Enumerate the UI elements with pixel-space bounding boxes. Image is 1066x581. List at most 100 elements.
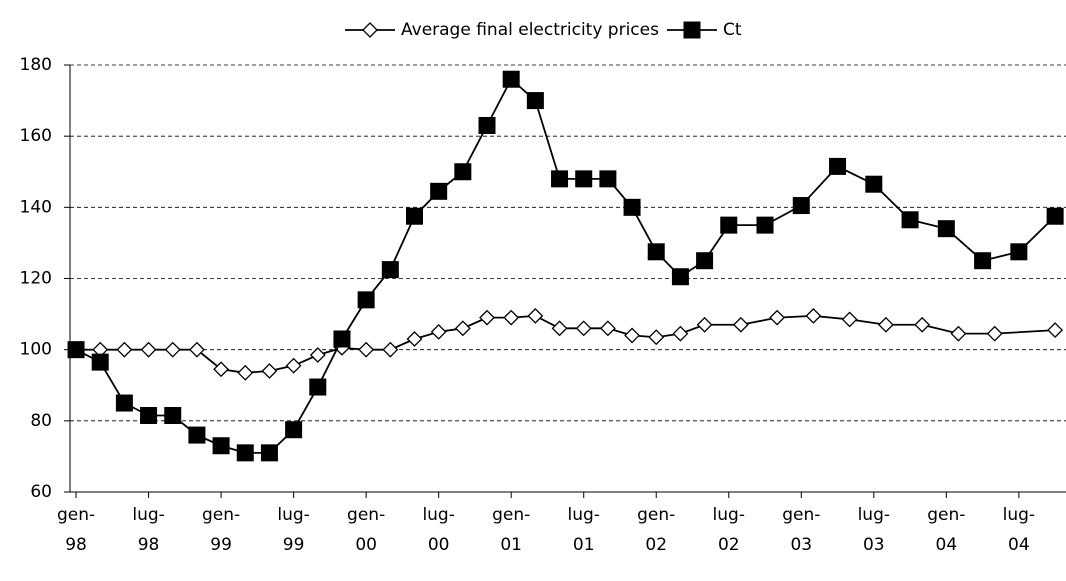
marker (261, 363, 278, 379)
x-tick-label-line: gen- (202, 505, 240, 525)
y-tick-label: 160 (20, 126, 52, 146)
marker (805, 307, 822, 324)
y-tick-label: 60 (30, 482, 52, 502)
x-tick-label-line: 04 (936, 535, 958, 555)
x-tick-label-line: gen- (927, 505, 965, 525)
legend-label: Average final electricity prices (401, 20, 659, 40)
marker (213, 361, 230, 378)
x-tick-label: gen- 03 (782, 505, 820, 555)
x-tick-label: gen- 01 (492, 505, 530, 555)
marker (551, 170, 569, 188)
marker (115, 394, 133, 412)
marker (901, 211, 919, 229)
marker (478, 116, 496, 134)
marker (67, 341, 85, 359)
marker (188, 426, 206, 444)
marker (526, 92, 544, 110)
x-tick-label-line: 02 (645, 535, 667, 555)
x-tick-label: lug- 98 (132, 505, 164, 555)
marker (647, 243, 665, 261)
marker (260, 444, 278, 462)
marker (358, 341, 375, 358)
y-tick-label: 100 (20, 340, 52, 360)
marker (671, 268, 689, 286)
marker (333, 330, 351, 348)
marker (877, 316, 894, 333)
marker (1047, 322, 1064, 339)
x-tick-label-line: 98 (138, 535, 160, 555)
marker (164, 406, 182, 424)
marker (357, 291, 375, 309)
marker (841, 311, 858, 328)
x-tick-label-line: lug- (713, 505, 745, 525)
x-tick-label-line: 98 (65, 535, 87, 555)
x-tick-label: gen- 99 (202, 505, 240, 555)
marker (309, 347, 326, 363)
marker (792, 197, 810, 215)
x-tick-label-line: gen- (347, 505, 385, 525)
marker (1010, 243, 1028, 261)
x-tick-label: lug- 99 (277, 505, 309, 555)
marker (1046, 207, 1064, 225)
legend-marker (362, 22, 378, 38)
marker (575, 170, 593, 188)
marker (140, 341, 157, 358)
y-tick-label: 180 (20, 55, 52, 75)
marker (236, 444, 254, 462)
x-tick-label-line: lug- (1003, 505, 1035, 525)
marker (237, 364, 254, 381)
marker (164, 341, 181, 358)
marker (188, 341, 205, 358)
marker (986, 325, 1003, 342)
marker (502, 70, 520, 88)
marker (527, 307, 544, 324)
x-tick-label-line: lug- (132, 505, 164, 525)
marker (672, 325, 689, 342)
marker (285, 357, 302, 374)
marker (382, 341, 399, 358)
x-tick-label-line: lug- (422, 505, 454, 525)
marker (720, 216, 738, 234)
y-tick-label: 80 (30, 411, 52, 431)
x-tick-label-line: gen- (637, 505, 675, 525)
marker (599, 320, 616, 337)
x-tick-label-line: lug- (277, 505, 309, 525)
marker (732, 316, 749, 333)
marker (503, 309, 520, 326)
x-tick-label-line: 03 (790, 535, 812, 555)
marker (623, 198, 641, 216)
x-tick-label-line: lug- (567, 505, 599, 525)
x-tick-label-line: 02 (718, 535, 740, 555)
marker (599, 170, 617, 188)
marker (974, 252, 992, 270)
marker (769, 309, 786, 326)
x-tick-label-line: gen- (782, 505, 820, 525)
x-tick-label: lug- 00 (422, 505, 454, 555)
x-tick-label: lug- 01 (567, 505, 599, 555)
x-tick-label: lug- 03 (858, 505, 890, 555)
x-tick-label: gen- 02 (637, 505, 675, 555)
marker (696, 252, 714, 270)
marker (950, 325, 967, 342)
y-tick-label: 140 (20, 197, 52, 217)
marker (381, 261, 399, 279)
marker (914, 316, 931, 333)
x-tick-label: gen- 98 (57, 505, 95, 555)
marker (430, 182, 448, 200)
marker (937, 220, 955, 238)
x-tick-label-line: 00 (355, 535, 377, 555)
marker (91, 353, 109, 371)
x-tick-label-line: gen- (57, 505, 95, 525)
x-tick-label-line: 00 (428, 535, 450, 555)
x-tick-label: gen- 04 (927, 505, 965, 555)
marker (405, 207, 423, 225)
marker (454, 163, 472, 181)
x-tick-label-line: 01 (500, 535, 522, 555)
marker (140, 406, 158, 424)
marker (575, 320, 592, 337)
marker (116, 341, 133, 358)
x-tick-label: lug- 04 (1003, 505, 1035, 555)
y-tick-label: 120 (20, 269, 52, 289)
marker (285, 421, 303, 439)
